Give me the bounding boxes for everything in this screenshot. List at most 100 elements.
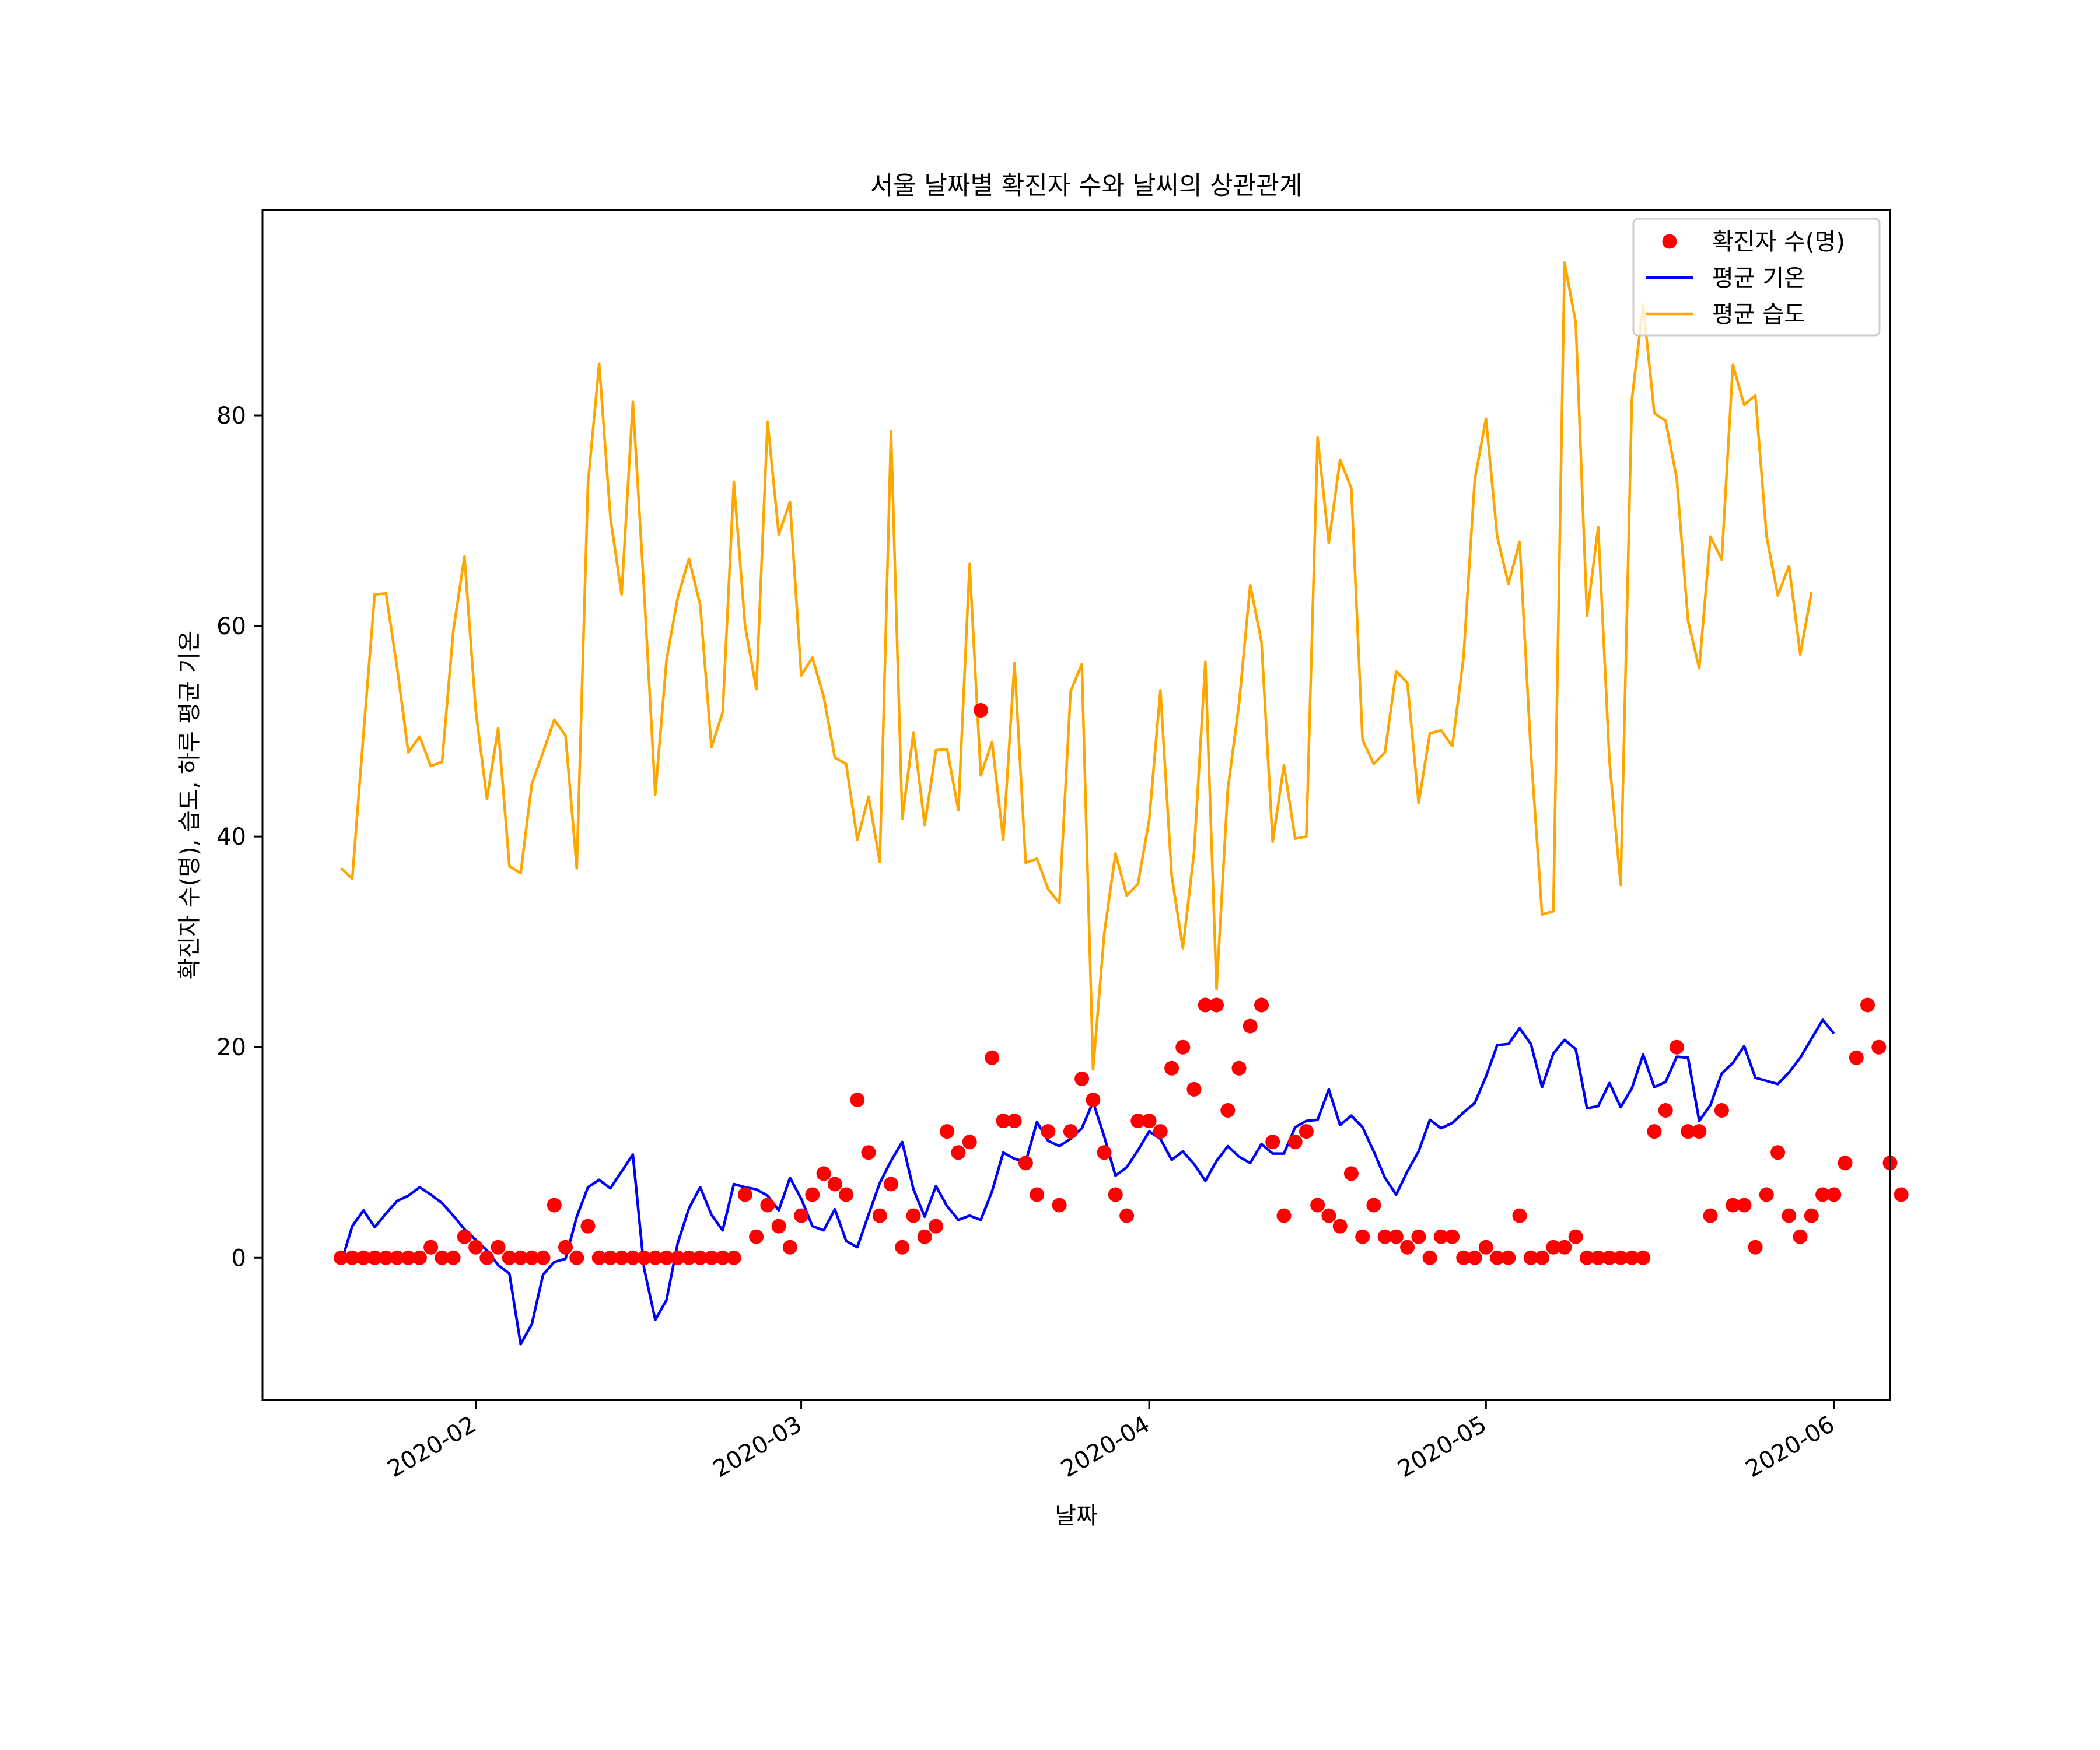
scatter-point (1647, 1124, 1662, 1139)
scatter-point (1602, 1250, 1617, 1265)
scatter-point (1782, 1208, 1797, 1223)
scatter-point (1153, 1124, 1168, 1139)
scatter-point (681, 1250, 696, 1265)
scatter-point (659, 1250, 674, 1265)
scatter-point (1388, 1229, 1404, 1244)
scatter-point (1714, 1103, 1729, 1118)
scatter-point (412, 1250, 427, 1265)
scatter-point (1703, 1208, 1718, 1223)
scatter-point (1433, 1229, 1448, 1244)
scatter-point (985, 1050, 1000, 1065)
scatter-point (1512, 1208, 1527, 1223)
scatter-point (1894, 1187, 1909, 1202)
scatter-point (1580, 1250, 1594, 1265)
scatter-point (1557, 1240, 1572, 1255)
scatter-point (1613, 1250, 1628, 1265)
legend-label: 확진자 수(명) (1712, 229, 1845, 256)
scatter-point (839, 1187, 854, 1202)
scatter-point (1658, 1103, 1673, 1118)
y-tick-label: 80 (216, 402, 246, 429)
scatter-point (1456, 1250, 1471, 1265)
scatter-point (569, 1250, 584, 1265)
scatter-point (996, 1114, 1011, 1129)
scatter-point (1030, 1187, 1045, 1202)
scatter-point (558, 1240, 573, 1255)
scatter-point (1310, 1198, 1325, 1213)
scatter-point (536, 1250, 551, 1265)
scatter-point (1242, 1019, 1258, 1034)
scatter-point (1759, 1187, 1774, 1202)
scatter-point (636, 1250, 652, 1265)
scatter-point (1298, 1124, 1314, 1139)
scatter-point (435, 1250, 450, 1265)
scatter-point (1265, 1135, 1280, 1150)
scatter-point (1198, 998, 1213, 1013)
scatter-point (614, 1250, 629, 1265)
scatter-point (1535, 1250, 1549, 1265)
scatter-point (1175, 1040, 1191, 1055)
scatter-point (973, 703, 988, 718)
scatter-point (1478, 1240, 1493, 1255)
scatter-point (1186, 1082, 1202, 1097)
scatter-point (1142, 1114, 1157, 1129)
scatter-point (480, 1250, 495, 1265)
x-axis-label: 날짜 (1055, 1503, 1098, 1530)
y-axis: 0 20 40 60 80 (216, 402, 262, 1272)
y-tick-label: 0 (232, 1245, 246, 1272)
scatter-point (424, 1240, 439, 1255)
scatter-point (760, 1198, 775, 1213)
series-line-2 (340, 261, 1813, 1071)
scatter-point (1343, 1166, 1359, 1181)
scatter-point (1636, 1250, 1651, 1265)
scatter-point (457, 1229, 472, 1244)
scatter-point (1445, 1229, 1460, 1244)
scatter-point (592, 1250, 607, 1265)
scatter-point (782, 1240, 797, 1255)
scatter-point (1355, 1229, 1370, 1244)
scatter-point (580, 1219, 596, 1234)
scatter-point (1220, 1103, 1236, 1118)
scatter-point (1546, 1240, 1561, 1255)
scatter-point (1231, 1060, 1247, 1076)
scatter-point (1209, 998, 1224, 1013)
scatter-point (884, 1177, 898, 1192)
scatter-point (379, 1250, 394, 1265)
legend-label: 평균 습도 (1712, 301, 1805, 328)
scatter-point (1411, 1229, 1426, 1244)
scatter-point (1287, 1135, 1303, 1150)
scatter-point (390, 1250, 405, 1265)
scatter-point (1074, 1071, 1090, 1086)
scatter-point (446, 1250, 461, 1265)
scatter-point (861, 1145, 876, 1160)
legend-label: 평균 기온 (1712, 265, 1805, 292)
scatter-point (794, 1208, 809, 1223)
scatter-point (524, 1250, 540, 1265)
y-axis-label: 확진자 수(명), 습도, 하루 평균 기온 (176, 631, 203, 980)
scatter-point (771, 1219, 786, 1234)
scatter-point (356, 1250, 371, 1265)
scatter-point (1737, 1198, 1752, 1213)
scatter-point (962, 1135, 977, 1150)
scatter-point (1838, 1156, 1853, 1171)
scatter-point (872, 1208, 887, 1223)
scatter-point (1018, 1156, 1033, 1171)
scatter-point (1860, 998, 1875, 1013)
scatter-point (1276, 1208, 1292, 1223)
scatter-point (1815, 1187, 1831, 1202)
scatter-point (726, 1250, 741, 1265)
scatter-point (1377, 1229, 1392, 1244)
plot-marks (334, 261, 1909, 1346)
scatter-point (1770, 1145, 1786, 1160)
scatter-point (513, 1250, 528, 1265)
scatter-point (345, 1250, 360, 1265)
scatter-point (1669, 1040, 1684, 1055)
scatter-point (1692, 1124, 1707, 1139)
scatter-point (737, 1187, 752, 1202)
scatter-point (1254, 998, 1269, 1013)
scatter-point (1748, 1240, 1763, 1255)
scatter-point (704, 1250, 719, 1265)
scatter-point (1097, 1145, 1112, 1160)
scatter-point (1490, 1250, 1505, 1265)
series-line-1 (340, 1019, 1835, 1346)
